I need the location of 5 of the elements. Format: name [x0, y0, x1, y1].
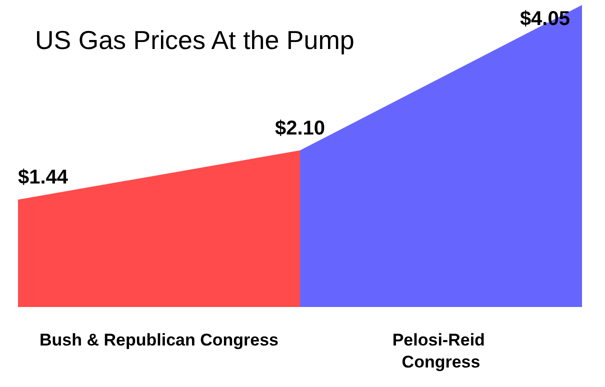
text: Pelosi-Reid Congress: [392, 330, 490, 372]
text: US Gas Prices At the Pump: [35, 25, 354, 55]
text: Bush & Republican Congress: [40, 330, 278, 350]
data-label: $1.44: [18, 166, 69, 189]
data-label: $2.10: [274, 117, 326, 140]
